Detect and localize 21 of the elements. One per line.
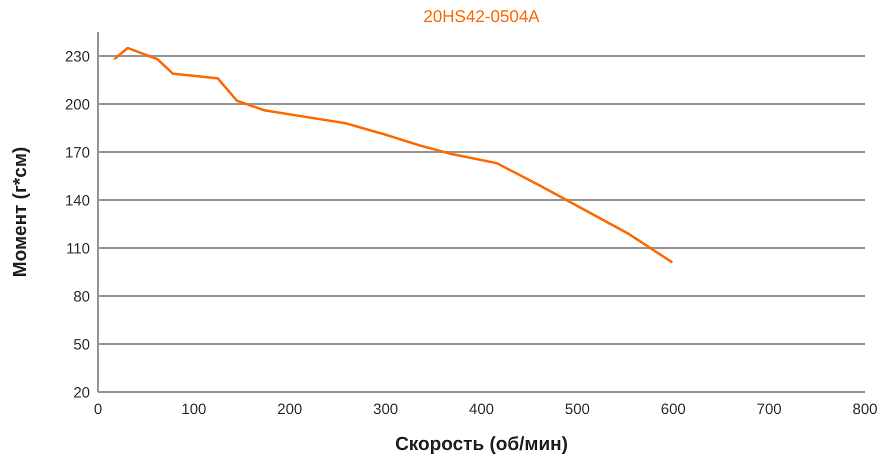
- y-tick-label: 140: [64, 192, 90, 210]
- line-series: [113, 46, 674, 264]
- y-tick-label: 80: [73, 288, 90, 306]
- chart-title: 20HS42-0504A: [423, 7, 540, 26]
- x-tick-label: 0: [94, 401, 102, 418]
- x-tick-label: 700: [756, 401, 782, 418]
- y-tick-label: 50: [73, 336, 90, 354]
- x-tick-label: 400: [468, 401, 494, 418]
- y-tick-label: 20: [73, 384, 90, 402]
- x-tick-label: 100: [181, 401, 206, 418]
- x-tick-label: 800: [852, 401, 878, 418]
- x-tick-label: 200: [277, 401, 302, 418]
- y-tick-label: 170: [64, 144, 90, 162]
- x-tick-label: 500: [564, 401, 590, 418]
- x-axis-title: Скорость (об/мин): [395, 434, 568, 455]
- x-tick-label: 600: [660, 401, 686, 418]
- y-tick-label: 200: [64, 96, 90, 114]
- y-tick-label: 110: [66, 240, 90, 258]
- x-tick-label: 300: [373, 401, 398, 418]
- y-axis-title: Момент (г*см): [10, 146, 31, 278]
- y-tick-label: 230: [64, 48, 90, 66]
